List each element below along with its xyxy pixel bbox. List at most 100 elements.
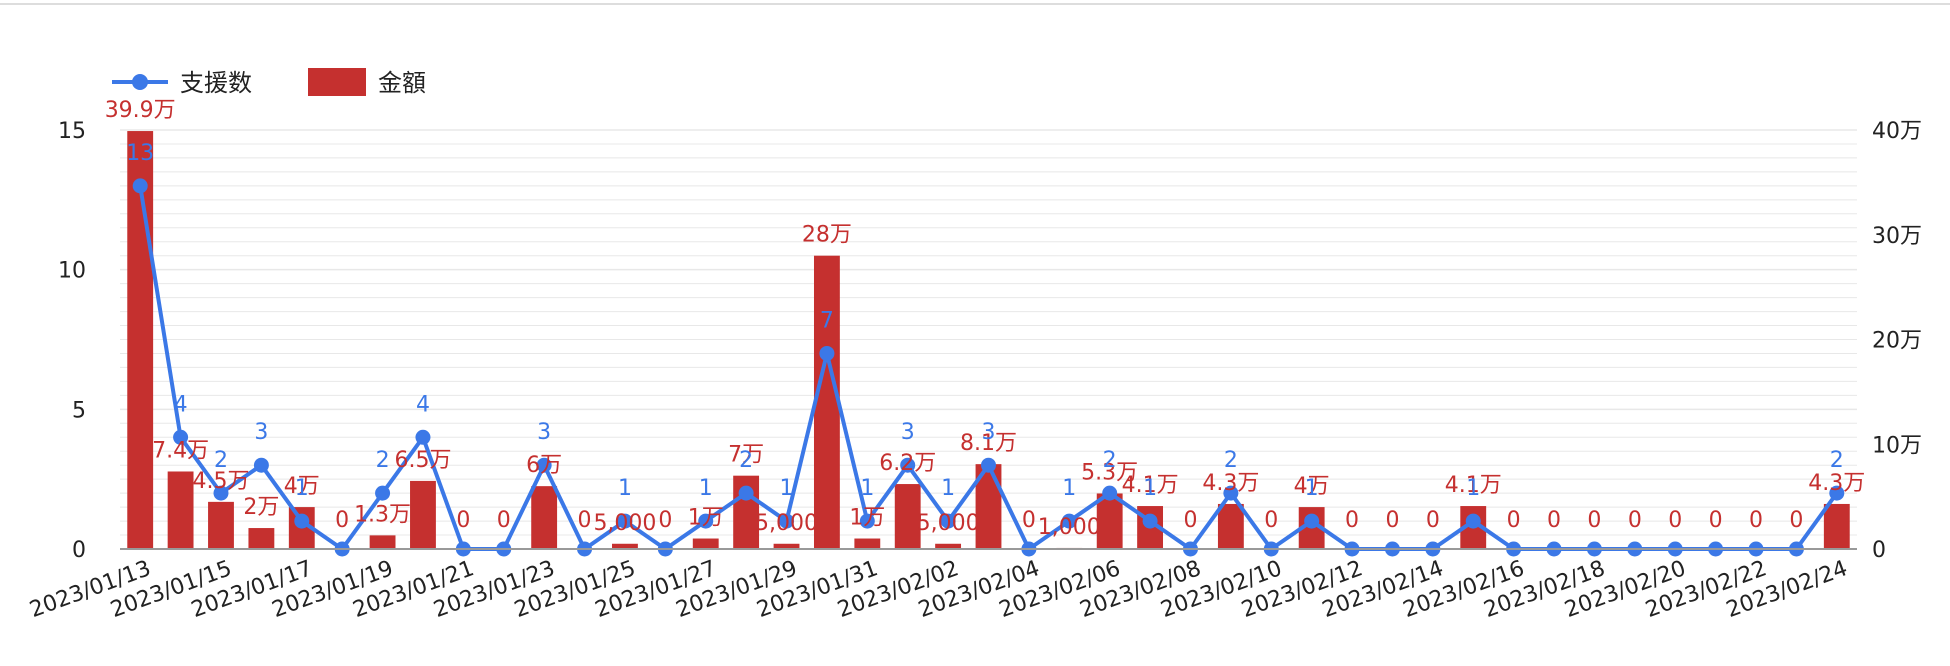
amount-data-label: 4万 — [1294, 474, 1330, 499]
count-data-label: 1 — [1305, 476, 1319, 501]
amount-data-label: 5,000 — [755, 511, 818, 536]
bar — [813, 255, 840, 549]
amount-data-label: 0 — [335, 508, 349, 533]
bar — [1217, 503, 1244, 549]
count-point — [1061, 513, 1077, 529]
amount-data-label: 0 — [1628, 508, 1642, 533]
count-data-label: 2 — [1103, 448, 1117, 473]
legend[interactable]: 支援数 金額 — [112, 68, 426, 97]
count-point — [1465, 513, 1481, 529]
amount-data-label: 0 — [1385, 508, 1399, 533]
amount-data-label: 4.3万 — [1808, 471, 1865, 496]
count-data-label: 1 — [295, 476, 309, 501]
amount-data-label: 4.5万 — [192, 469, 249, 494]
count-data-label: 2 — [1830, 448, 1844, 473]
amount-data-label: 5.3万 — [1081, 460, 1138, 485]
count-data-label: 2 — [376, 448, 390, 473]
amount-data-label: 2万 — [243, 495, 279, 520]
y-right-tick-label: 20万 — [1872, 329, 1922, 354]
legend-item-count: 支援数 — [180, 69, 252, 97]
bar — [369, 535, 396, 549]
count-data-label: 2 — [739, 448, 753, 473]
y-right-tick-label: 0 — [1872, 538, 1886, 563]
amount-data-label: 8.1万 — [960, 431, 1017, 456]
bar — [1096, 493, 1123, 549]
count-point — [819, 345, 835, 361]
line-layer — [132, 178, 1845, 557]
count-point — [981, 457, 996, 473]
amount-data-label: 7.4万 — [152, 438, 209, 463]
amount-data-label: 0 — [1709, 508, 1723, 533]
amount-data-label: 0 — [1264, 508, 1278, 533]
count-point — [132, 178, 148, 194]
count-data-label: 1 — [860, 476, 874, 501]
count-point — [940, 513, 956, 529]
amount-data-label: 0 — [1426, 508, 1440, 533]
legend-line-marker — [132, 74, 148, 90]
amount-data-label: 4万 — [284, 474, 320, 499]
amount-data-label: 4.1万 — [1122, 473, 1179, 498]
legend-item-amount: 金額 — [378, 69, 426, 97]
bar — [773, 543, 800, 549]
bar — [127, 131, 154, 550]
count-point — [294, 513, 310, 529]
bar — [167, 471, 194, 549]
bar-layer — [127, 131, 1850, 550]
count-point — [375, 485, 391, 501]
count-data-label: 3 — [982, 420, 996, 445]
amount-data-label: 6.5万 — [394, 448, 451, 473]
grid-layer — [120, 129, 1857, 536]
count-data-label: 3 — [537, 420, 551, 445]
count-data-label: 1 — [1062, 476, 1076, 501]
amount-data-label: 5,000 — [593, 511, 656, 536]
count-point — [213, 485, 229, 501]
amount-data-label: 1万 — [688, 506, 724, 531]
count-point — [900, 457, 916, 473]
amount-data-label: 1.3万 — [354, 502, 411, 527]
amount-data-label: 6万 — [526, 453, 562, 478]
amount-data-label: 0 — [1789, 508, 1803, 533]
bar — [531, 486, 558, 549]
y-right-tick-label: 10万 — [1872, 433, 1922, 458]
amount-data-label: 0 — [456, 508, 470, 533]
count-point — [859, 513, 875, 529]
count-data-label: 1 — [618, 476, 632, 501]
amount-data-label: 0 — [1668, 508, 1682, 533]
count-point — [698, 513, 714, 529]
amount-data-label: 7万 — [728, 443, 764, 468]
bar — [1823, 503, 1850, 549]
amount-data-label: 28万 — [802, 223, 852, 248]
count-data-label: 1 — [699, 476, 713, 501]
count-data-label: 1 — [1466, 476, 1480, 501]
amount-data-label: 39.9万 — [105, 98, 176, 123]
amount-data-label: 0 — [1183, 508, 1197, 533]
count-point — [617, 513, 633, 529]
y-left-tick-label: 5 — [72, 398, 86, 423]
count-point — [1142, 513, 1158, 529]
count-data-label: 4 — [174, 392, 188, 417]
amount-data-label: 4.3万 — [1202, 471, 1259, 496]
amount-data-label: 0 — [1345, 508, 1359, 533]
amount-data-label: 0 — [497, 508, 511, 533]
bar — [935, 543, 962, 549]
count-point — [1223, 485, 1239, 501]
count-data-label: 3 — [901, 420, 915, 445]
amount-data-label: 0 — [578, 508, 592, 533]
count-data-label: 7 — [820, 308, 834, 333]
y-left-tick-label: 0 — [72, 538, 86, 563]
amount-data-label: 0 — [1547, 508, 1561, 533]
count-point — [1829, 485, 1845, 501]
count-point — [779, 513, 795, 529]
bar — [894, 484, 921, 549]
amount-data-label: 6.2万 — [879, 451, 936, 476]
bar — [612, 543, 638, 549]
count-point — [1102, 485, 1118, 501]
bar — [692, 538, 719, 549]
count-point — [738, 485, 754, 501]
count-data-label: 1 — [941, 476, 955, 501]
count-point — [415, 429, 431, 445]
amount-data-label: 0 — [658, 508, 672, 533]
